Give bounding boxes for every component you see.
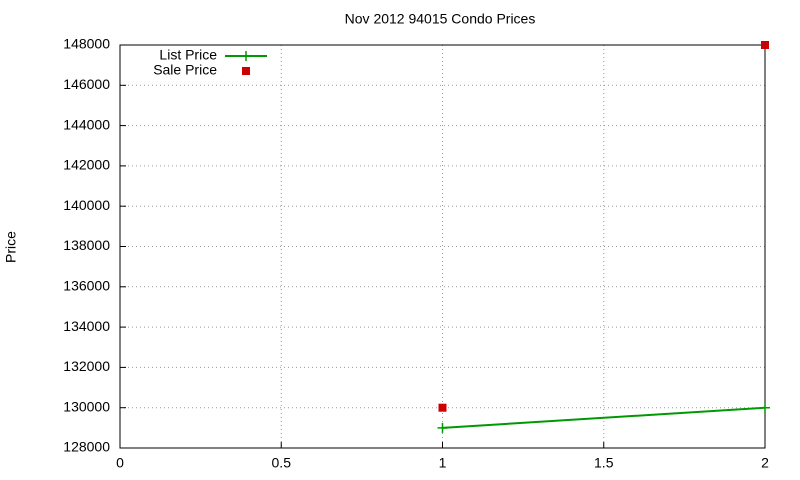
- point: [760, 402, 770, 413]
- point: [761, 41, 769, 49]
- series-line: [442, 406, 766, 429]
- y-tick-label: 130000: [63, 398, 110, 414]
- legend-label: List Price: [159, 47, 217, 63]
- plot-frame: [119, 44, 766, 449]
- legend-label: Sale Price: [153, 62, 217, 78]
- y-tick-label: 136000: [63, 278, 110, 294]
- y-tick-label: 140000: [63, 197, 110, 213]
- y-axis-label: Price: [3, 231, 19, 263]
- x-tick-label: 0.5: [272, 455, 292, 471]
- y-tick-label: 142000: [63, 157, 110, 173]
- x-tick-label: 1: [439, 455, 447, 471]
- x-tick-label: 0: [116, 455, 124, 471]
- legend-marker: [241, 51, 251, 61]
- y-tick-label: 146000: [63, 76, 110, 92]
- y-tick-label: 134000: [63, 318, 110, 334]
- y-tick-label: 144000: [63, 116, 110, 132]
- point: [437, 422, 448, 433]
- point: [438, 403, 447, 412]
- y-tick-label: 138000: [63, 237, 110, 253]
- legend-marker: [242, 67, 250, 75]
- chart-title: Nov 2012 94015 Condo Prices: [345, 11, 536, 27]
- x-tick-label: 2: [761, 455, 769, 471]
- y-tick-label: 148000: [63, 36, 110, 52]
- y-tick-label: 132000: [63, 358, 110, 374]
- y-tick-label: 128000: [63, 439, 110, 455]
- x-tick-label: 1.5: [594, 455, 614, 471]
